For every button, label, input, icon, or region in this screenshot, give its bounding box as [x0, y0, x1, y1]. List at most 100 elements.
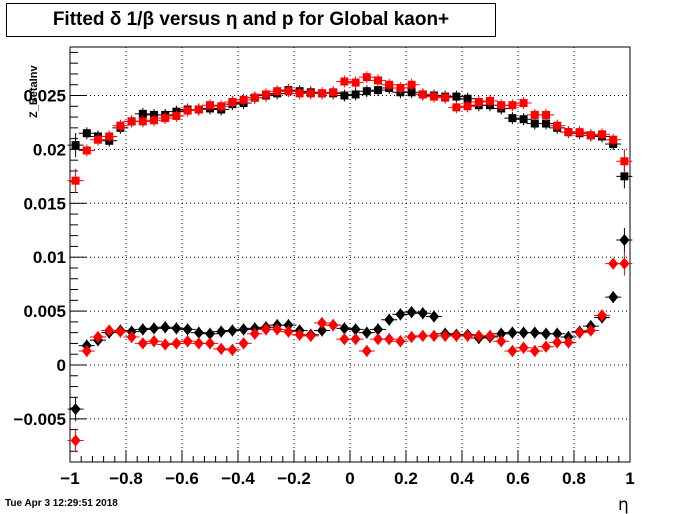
data-point-square: [116, 121, 125, 130]
data-point-diamond: [406, 306, 417, 319]
data-point-square: [127, 117, 136, 126]
timestamp: Tue Apr 3 12:29:51 2018: [5, 498, 118, 509]
data-point-diamond: [328, 319, 339, 332]
data-point-diamond: [608, 291, 619, 304]
data-point-diamond: [585, 324, 596, 337]
data-point-square: [452, 92, 461, 101]
x-tick-label: −0.4: [221, 469, 255, 488]
data-point-diamond: [93, 330, 103, 343]
data-point-square: [374, 76, 382, 85]
data-point-diamond: [227, 343, 238, 356]
data-point-diamond: [406, 330, 417, 343]
data-point-diamond: [115, 325, 126, 338]
data-point-diamond: [619, 257, 630, 270]
data-point-square: [418, 90, 427, 99]
data-point-diamond: [429, 329, 439, 342]
data-point-diamond: [216, 325, 227, 338]
data-point-square: [329, 88, 338, 97]
data-point-square: [82, 129, 91, 138]
x-tick-label: −0.2: [277, 469, 311, 488]
data-point-square: [508, 114, 517, 123]
data-point-square: [71, 176, 80, 185]
y-tick-label: 0.015: [23, 194, 66, 213]
data-point-square: [362, 87, 371, 96]
data-point-diamond: [373, 333, 383, 346]
data-point-diamond: [249, 327, 260, 340]
data-point-diamond: [608, 257, 619, 270]
data-point-square: [407, 88, 416, 97]
data-point-diamond: [417, 329, 428, 342]
data-point-square: [609, 135, 618, 144]
x-tick-label: −0.6: [165, 469, 199, 488]
data-point-square: [71, 141, 80, 150]
data-point-diamond: [496, 335, 507, 348]
data-point-diamond: [317, 324, 327, 337]
data-points: [67, 71, 633, 453]
data-point-diamond: [261, 323, 271, 336]
data-point-diamond: [182, 323, 193, 336]
data-point-square: [105, 132, 114, 141]
data-point-diamond: [216, 342, 227, 355]
data-point-square: [172, 111, 181, 120]
data-point-diamond: [149, 335, 159, 348]
data-point-diamond: [440, 329, 451, 342]
x-tick-label: 0: [345, 469, 354, 488]
data-point-square: [217, 102, 226, 111]
data-point-square: [284, 87, 293, 96]
data-point-diamond: [507, 326, 518, 339]
y-tick-label: −0.005: [14, 410, 66, 429]
data-point-diamond: [272, 323, 283, 336]
y-tick-label: 0.005: [23, 302, 66, 321]
data-point-diamond: [317, 316, 327, 329]
data-point-diamond: [529, 326, 540, 339]
data-point-diamond: [496, 327, 507, 340]
data-point-diamond: [205, 327, 215, 340]
data-point-diamond: [227, 324, 238, 337]
data-point-square: [340, 91, 349, 100]
data-point-diamond: [417, 307, 428, 320]
data-point-square: [340, 77, 349, 86]
data-point-diamond: [552, 336, 563, 349]
y-tick-label: 0.01: [33, 248, 66, 267]
data-point-diamond: [238, 323, 249, 336]
data-point-square: [318, 89, 326, 98]
data-point-diamond: [171, 322, 182, 335]
y-tick-label: 0.02: [33, 140, 66, 159]
data-point-square: [183, 106, 192, 115]
data-point-diamond: [395, 335, 406, 348]
data-point-square: [564, 128, 573, 137]
data-point-diamond: [552, 327, 563, 340]
data-point-diamond: [294, 328, 305, 341]
data-point-diamond: [339, 333, 350, 346]
data-point-diamond: [507, 344, 518, 357]
data-point-diamond: [70, 434, 81, 447]
data-point-square: [138, 109, 147, 118]
data-point-square: [374, 86, 382, 95]
data-point-diamond: [384, 333, 395, 346]
data-point-square: [262, 90, 270, 99]
data-point-diamond: [182, 335, 193, 348]
data-point-square: [228, 97, 237, 106]
data-point-diamond: [541, 340, 551, 353]
data-point-square: [474, 97, 483, 106]
x-axis-title: η: [618, 495, 629, 514]
x-tick-label: −0.8: [109, 469, 143, 488]
data-point-square: [452, 103, 461, 112]
data-point-diamond: [81, 344, 92, 357]
data-point-square: [250, 93, 259, 102]
data-point-diamond: [429, 310, 439, 323]
data-point-diamond: [149, 322, 159, 335]
data-point-square: [519, 115, 528, 124]
data-point-diamond: [574, 326, 585, 339]
data-point-diamond: [160, 321, 171, 334]
data-point-square: [273, 87, 282, 96]
data-point-diamond: [563, 336, 574, 349]
data-point-diamond: [597, 309, 607, 322]
data-point-diamond: [160, 338, 171, 351]
data-point-square: [161, 114, 170, 123]
data-point-diamond: [361, 344, 372, 357]
data-point-diamond: [104, 324, 115, 337]
data-point-diamond: [339, 322, 350, 335]
data-point-diamond: [529, 344, 540, 357]
